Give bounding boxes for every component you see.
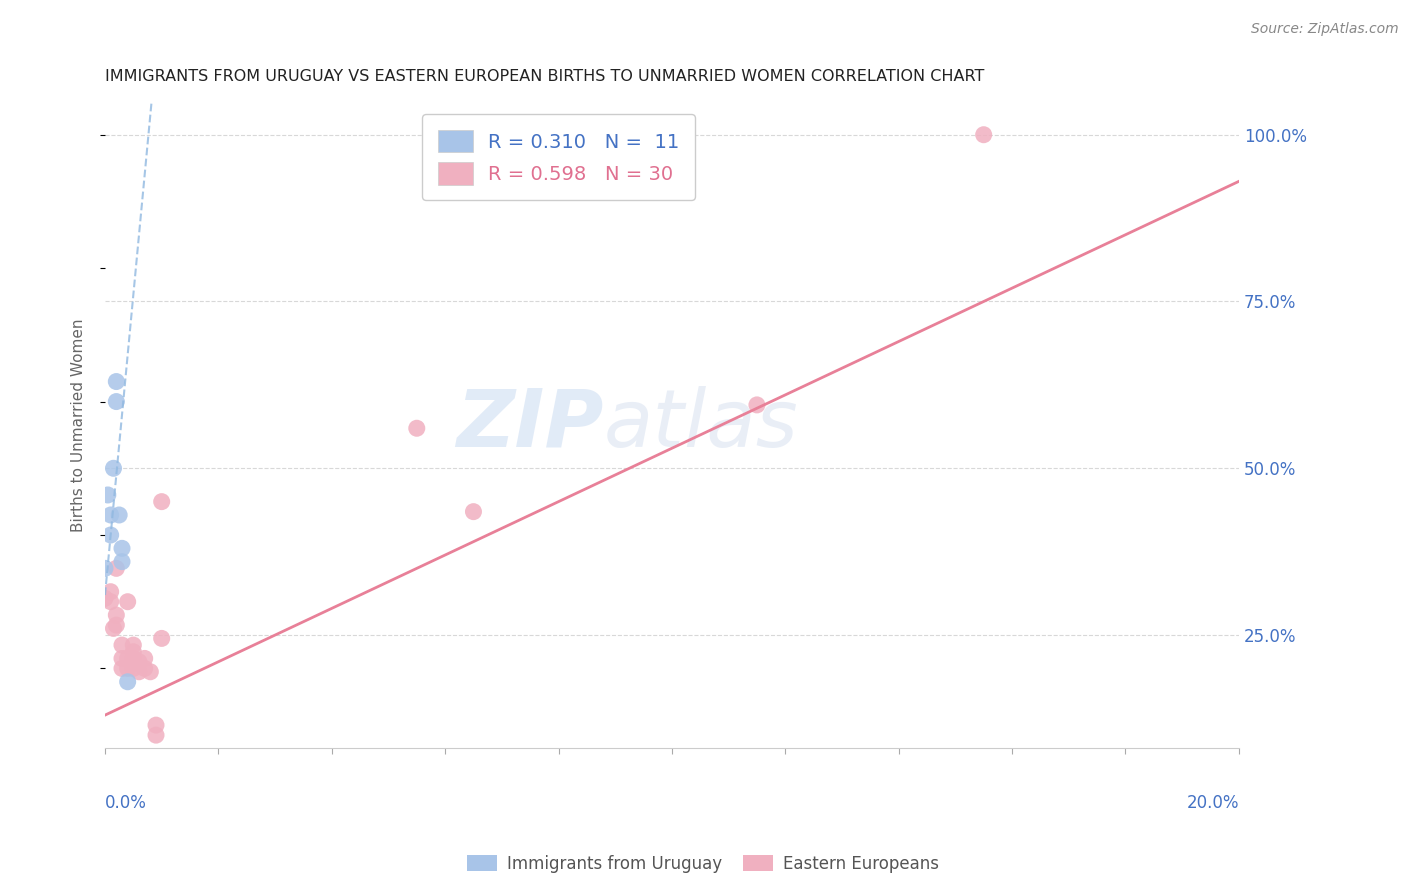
Point <box>100 595 122 609</box>
Point <box>105 375 128 389</box>
Point <box>100 584 122 599</box>
Point <box>111 555 134 569</box>
Point <box>117 661 139 675</box>
Legend: R = 0.310   N =  11, R = 0.598   N = 30: R = 0.310 N = 11, R = 0.598 N = 30 <box>422 114 695 200</box>
Point <box>111 661 134 675</box>
Text: IMMIGRANTS FROM URUGUAY VS EASTERN EUROPEAN BIRTHS TO UNMARRIED WOMEN CORRELATIO: IMMIGRANTS FROM URUGUAY VS EASTERN EUROP… <box>105 69 984 84</box>
Point <box>463 505 485 519</box>
Text: Source: ZipAtlas.com: Source: ZipAtlas.com <box>1251 22 1399 37</box>
Point <box>94 561 117 575</box>
Text: ZIP: ZIP <box>457 386 603 464</box>
Point <box>745 398 768 412</box>
Point <box>122 661 145 675</box>
Point <box>128 655 150 669</box>
Point <box>105 618 128 632</box>
Point <box>97 488 120 502</box>
Point <box>111 541 134 556</box>
Point <box>134 661 156 675</box>
Point <box>405 421 427 435</box>
Point <box>973 128 995 142</box>
Point <box>117 674 139 689</box>
Point <box>145 728 167 742</box>
Point <box>122 651 145 665</box>
Point <box>94 591 117 606</box>
Point <box>122 645 145 659</box>
Text: 0.0%: 0.0% <box>105 794 146 812</box>
Point <box>100 508 122 522</box>
Point <box>122 638 145 652</box>
Point <box>128 665 150 679</box>
Point <box>150 632 173 646</box>
Point <box>105 561 128 575</box>
Point <box>105 394 128 409</box>
Point <box>117 595 139 609</box>
Text: 20.0%: 20.0% <box>1187 794 1239 812</box>
Legend: Immigrants from Uruguay, Eastern Europeans: Immigrants from Uruguay, Eastern Europea… <box>461 848 945 880</box>
Y-axis label: Births to Unmarried Women: Births to Unmarried Women <box>72 318 86 532</box>
Point <box>145 718 167 732</box>
Point <box>117 651 139 665</box>
Point <box>108 508 131 522</box>
Point <box>100 528 122 542</box>
Point <box>150 494 173 508</box>
Point <box>111 638 134 652</box>
Text: atlas: atlas <box>603 386 799 464</box>
Point <box>105 608 128 623</box>
Point <box>103 621 125 635</box>
Point <box>103 461 125 475</box>
Point <box>134 651 156 665</box>
Point <box>111 651 134 665</box>
Point <box>139 665 162 679</box>
